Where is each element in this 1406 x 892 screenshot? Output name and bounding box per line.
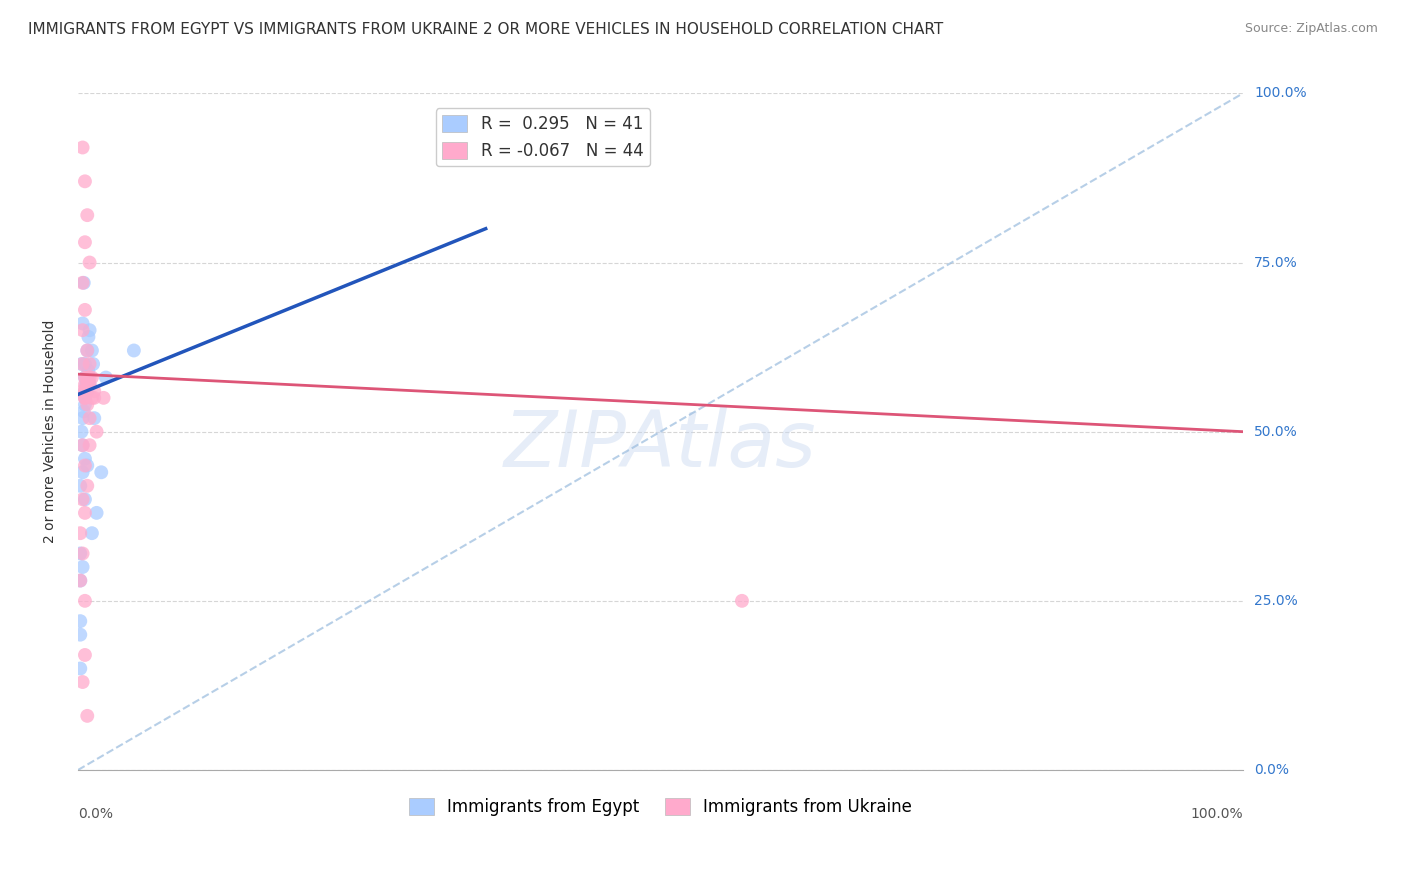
Point — [76, 479, 98, 493]
Point — [72, 438, 94, 452]
Point — [72, 411, 94, 425]
Y-axis label: 2 or more Vehicles in Household: 2 or more Vehicles in Household — [44, 320, 58, 543]
Point — [73, 384, 96, 398]
Point — [79, 370, 101, 384]
Point — [83, 384, 105, 398]
Point — [73, 370, 96, 384]
Point — [73, 235, 96, 250]
Point — [80, 370, 103, 384]
Point — [82, 357, 104, 371]
Point — [73, 451, 96, 466]
Text: IMMIGRANTS FROM EGYPT VS IMMIGRANTS FROM UKRAINE 2 OR MORE VEHICLES IN HOUSEHOLD: IMMIGRANTS FROM EGYPT VS IMMIGRANTS FROM… — [28, 22, 943, 37]
Point — [93, 391, 115, 405]
Point — [79, 255, 101, 269]
Point — [79, 411, 101, 425]
Point — [79, 323, 101, 337]
Point — [79, 438, 101, 452]
Point — [69, 574, 91, 588]
Point — [72, 560, 94, 574]
Point — [122, 343, 145, 358]
Point — [72, 317, 94, 331]
Point — [76, 377, 98, 392]
Point — [69, 574, 91, 588]
Text: 0.0%: 0.0% — [1254, 763, 1289, 777]
Point — [76, 370, 98, 384]
Point — [73, 174, 96, 188]
Point — [73, 458, 96, 473]
Point — [72, 323, 94, 337]
Text: Source: ZipAtlas.com: Source: ZipAtlas.com — [1244, 22, 1378, 36]
Point — [731, 594, 754, 608]
Point — [72, 276, 94, 290]
Point — [72, 465, 94, 479]
Point — [79, 377, 101, 392]
Point — [69, 546, 91, 560]
Point — [83, 391, 105, 405]
Point — [75, 377, 97, 392]
Point — [73, 276, 96, 290]
Point — [72, 492, 94, 507]
Point — [73, 594, 96, 608]
Point — [72, 675, 94, 690]
Point — [80, 526, 103, 541]
Point — [69, 479, 91, 493]
Point — [73, 384, 96, 398]
Point — [73, 648, 96, 662]
Text: 100.0%: 100.0% — [1254, 87, 1306, 101]
Point — [73, 357, 96, 371]
Text: 25.0%: 25.0% — [1254, 594, 1298, 607]
Point — [80, 391, 103, 405]
Point — [76, 458, 98, 473]
Text: ZIPAtlas: ZIPAtlas — [505, 408, 817, 483]
Point — [69, 614, 91, 628]
Point — [79, 377, 101, 392]
Point — [73, 404, 96, 418]
Point — [83, 411, 105, 425]
Point — [73, 492, 96, 507]
Point — [76, 343, 98, 358]
Text: 75.0%: 75.0% — [1254, 255, 1298, 269]
Text: 100.0%: 100.0% — [1191, 807, 1243, 822]
Point — [70, 425, 93, 439]
Point — [76, 398, 98, 412]
Point — [73, 398, 96, 412]
Legend: Immigrants from Egypt, Immigrants from Ukraine: Immigrants from Egypt, Immigrants from U… — [402, 791, 918, 822]
Point — [76, 343, 98, 358]
Point — [76, 370, 98, 384]
Point — [73, 506, 96, 520]
Point — [73, 391, 96, 405]
Point — [73, 377, 96, 392]
Point — [76, 384, 98, 398]
Point — [90, 465, 112, 479]
Text: 50.0%: 50.0% — [1254, 425, 1298, 439]
Point — [73, 391, 96, 405]
Point — [86, 506, 108, 520]
Point — [69, 526, 91, 541]
Point — [72, 438, 94, 452]
Point — [72, 384, 94, 398]
Point — [76, 709, 98, 723]
Point — [79, 357, 101, 371]
Text: 0.0%: 0.0% — [77, 807, 112, 822]
Point — [80, 343, 103, 358]
Point — [77, 364, 100, 378]
Point — [69, 661, 91, 675]
Point — [72, 546, 94, 560]
Point — [77, 330, 100, 344]
Point — [70, 357, 93, 371]
Point — [73, 302, 96, 317]
Point — [73, 387, 96, 401]
Point — [86, 425, 108, 439]
Point — [73, 370, 96, 384]
Point — [73, 391, 96, 405]
Point — [72, 140, 94, 154]
Point — [94, 370, 117, 384]
Point — [76, 370, 98, 384]
Point — [76, 208, 98, 222]
Point — [69, 628, 91, 642]
Point — [76, 377, 98, 392]
Point — [72, 357, 94, 371]
